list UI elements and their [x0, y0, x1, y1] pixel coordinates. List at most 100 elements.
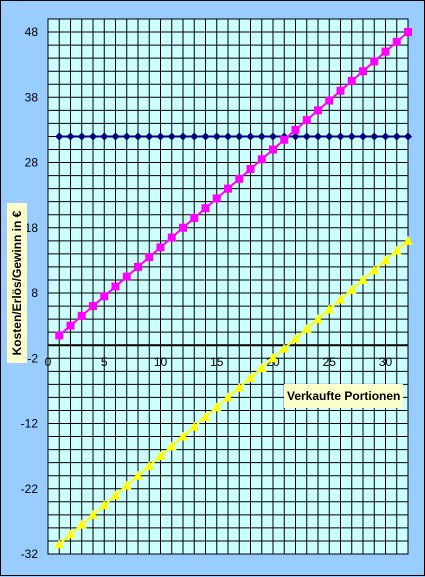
y-tick-label: -12 [21, 417, 39, 431]
data-point-triangle [178, 431, 188, 441]
data-point-triangle [211, 402, 222, 412]
data-point-diamond [325, 132, 334, 141]
data-point-triangle [189, 421, 200, 431]
data-point-triangle [133, 470, 143, 480]
data-point-triangle [54, 539, 65, 549]
data-point-triangle [290, 333, 301, 343]
data-point-square [404, 28, 412, 37]
y-tick-label: 18 [25, 221, 39, 235]
data-point-square [235, 174, 244, 183]
data-point-triangle [76, 519, 87, 529]
data-point-square [257, 155, 266, 164]
data-point-diamond [134, 132, 142, 141]
data-point-triangle [65, 529, 76, 539]
data-point-square [269, 145, 277, 154]
x-axis-title: Verkaufte Portionen [284, 384, 404, 408]
data-point-triangle [335, 294, 346, 304]
data-point-square [201, 204, 210, 213]
data-point-square [325, 96, 334, 105]
data-point-square [280, 135, 289, 144]
y-tick-label: 38 [25, 90, 39, 104]
data-point-triangle [166, 441, 177, 451]
data-point-square [111, 282, 120, 291]
data-point-square [381, 47, 390, 56]
x-tick-label: 25 [323, 355, 337, 369]
data-point-diamond [359, 132, 367, 141]
data-point-diamond [111, 132, 120, 141]
data-point-triangle [200, 411, 211, 421]
data-point-diamond [381, 132, 390, 141]
data-point-square [179, 223, 187, 232]
data-point-triangle [88, 509, 98, 519]
data-point-square [66, 321, 75, 330]
data-point-diamond [201, 132, 210, 141]
x-tick-label: 30 [379, 355, 393, 369]
y-tick-label: -2 [27, 351, 38, 365]
data-point-square [122, 272, 131, 281]
data-point-triangle [313, 314, 323, 324]
data-point-diamond [392, 132, 401, 141]
data-point-diamond [77, 132, 86, 141]
data-point-triangle [245, 372, 256, 382]
data-point-square [336, 86, 345, 95]
data-point-square [55, 331, 64, 340]
data-point-square [359, 67, 367, 76]
data-point-square [347, 76, 356, 85]
data-point-triangle [369, 265, 380, 275]
data-point-triangle [403, 235, 413, 245]
data-point-diamond [291, 132, 300, 141]
data-point-square [167, 233, 176, 242]
data-point-diamond [302, 132, 311, 141]
x-tick-label: 5 [101, 355, 108, 369]
data-point-triangle [301, 323, 312, 333]
data-point-square [156, 243, 165, 252]
data-point-diamond [190, 132, 199, 141]
data-point-square [302, 116, 311, 125]
data-point-square [224, 184, 232, 193]
data-point-diamond [66, 132, 75, 141]
y-axis-title: Kosten/Erlös/Gewinn in € [7, 203, 27, 363]
data-point-diamond [246, 132, 255, 141]
data-point-square [145, 253, 154, 262]
data-point-triangle [391, 245, 402, 255]
data-point-triangle [110, 490, 121, 500]
data-point-square [89, 302, 97, 311]
x-tick-label: 15 [210, 355, 224, 369]
data-point-diamond [314, 132, 322, 141]
data-point-square [392, 37, 401, 46]
data-point-diamond [55, 132, 64, 141]
data-point-triangle [144, 460, 155, 470]
data-point-triangle [358, 274, 368, 284]
data-point-diamond [167, 132, 176, 141]
data-point-diamond [179, 132, 187, 141]
y-tick-label: -22 [21, 482, 39, 496]
data-point-triangle [279, 343, 290, 353]
data-point-square [314, 106, 322, 115]
data-point-diamond [145, 132, 154, 141]
data-point-diamond [269, 132, 277, 141]
data-point-diamond [156, 132, 165, 141]
data-point-diamond [336, 132, 345, 141]
y-tick-label: 28 [25, 156, 39, 170]
y-tick-label: 48 [25, 25, 39, 39]
data-point-diamond [122, 132, 131, 141]
data-point-triangle [346, 284, 357, 294]
data-point-diamond [235, 132, 244, 141]
data-point-square [134, 262, 142, 271]
data-point-triangle [121, 480, 132, 490]
data-point-triangle [99, 500, 110, 510]
data-point-diamond [212, 132, 221, 141]
data-point-square [100, 292, 109, 301]
data-point-triangle [155, 451, 166, 461]
data-point-diamond [347, 132, 356, 141]
data-point-diamond [224, 132, 232, 141]
data-point-triangle [256, 363, 267, 373]
data-point-triangle [223, 392, 233, 402]
data-point-diamond [404, 132, 412, 141]
data-point-square [190, 213, 199, 222]
data-point-diamond [100, 132, 109, 141]
data-point-triangle [234, 382, 245, 392]
data-point-square [212, 194, 221, 203]
data-point-diamond [257, 132, 266, 141]
